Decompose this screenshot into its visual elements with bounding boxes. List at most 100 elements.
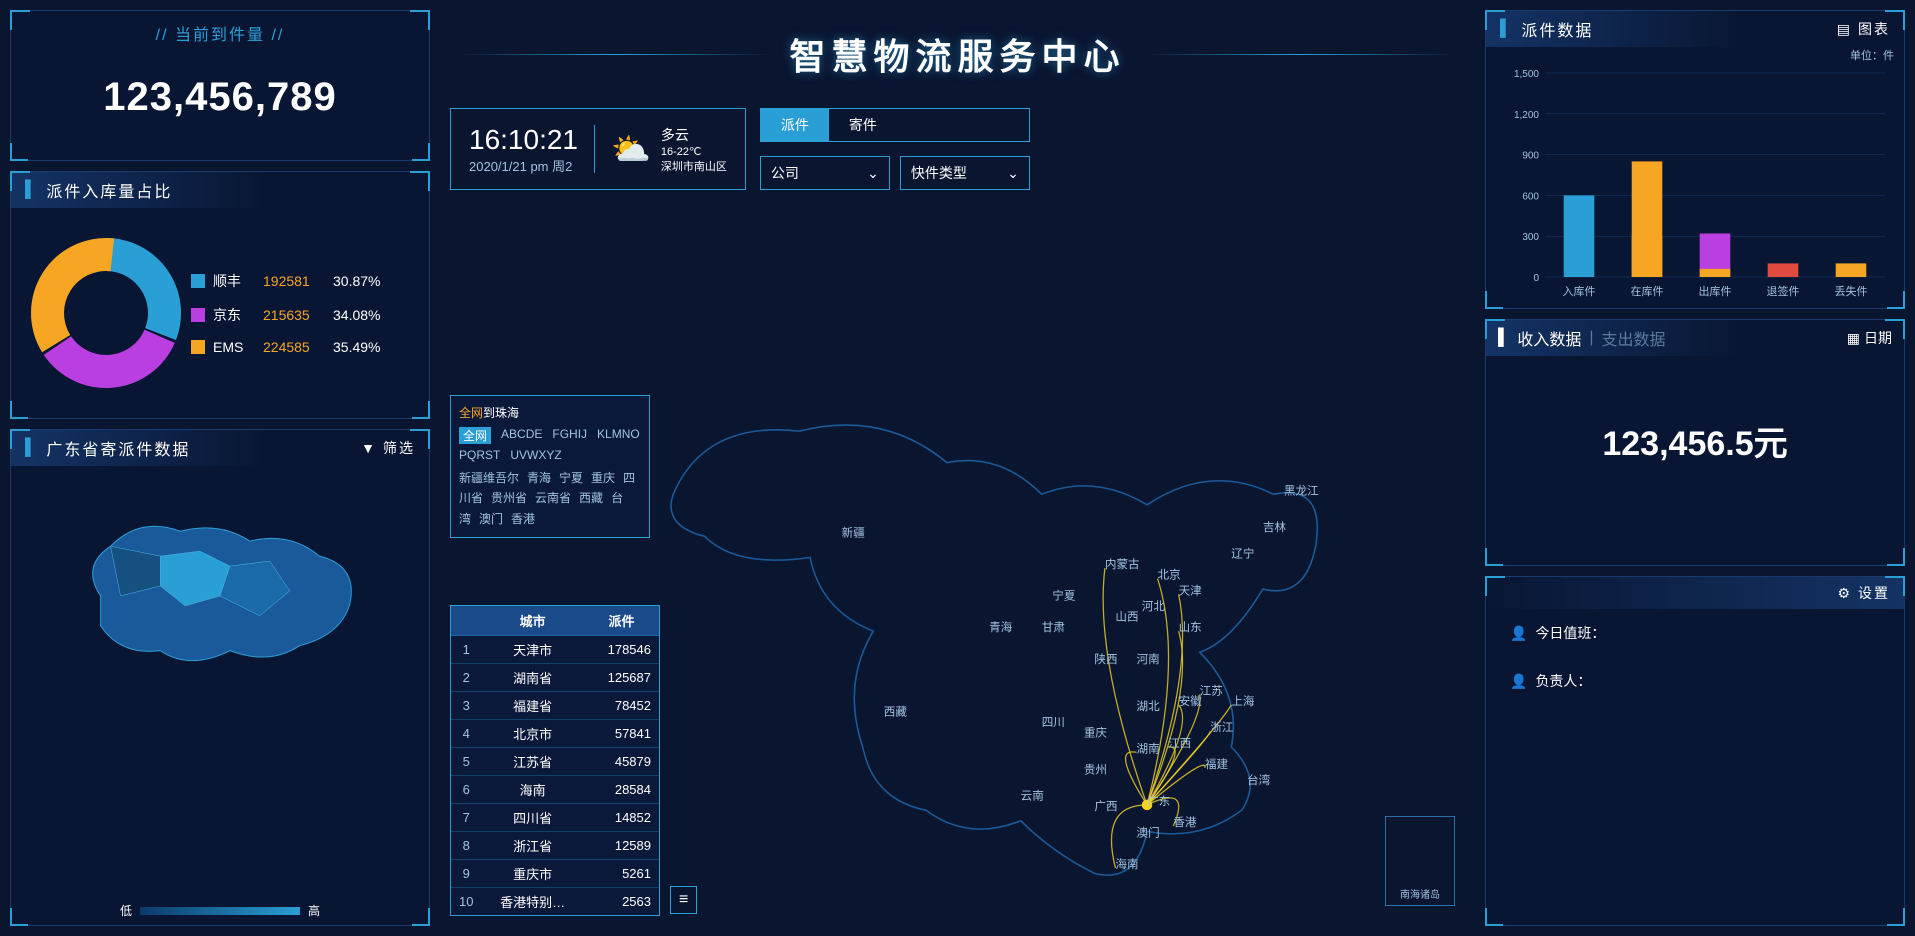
clock: 16:10:21: [469, 124, 578, 156]
donut-panel: ▌ 派件入库量占比 顺丰 192581 30.87% 京东 215635 34.…: [10, 171, 430, 419]
svg-text:贵州: 贵州: [1084, 763, 1107, 776]
svg-text:广西: 广西: [1094, 800, 1117, 813]
weather-cond: 多云: [661, 125, 727, 145]
tab-expense[interactable]: 支出数据: [1594, 326, 1674, 350]
filter-prefix: 全网: [459, 406, 483, 420]
date-button[interactable]: ▦ 日期: [1847, 328, 1892, 348]
svg-text:丢失件: 丢失件: [1835, 285, 1868, 298]
bar-chart-panel: ▌ 派件数据 ▤ 图表 单位：件 03006009001,2001,500入库件…: [1485, 10, 1905, 309]
menu-toggle-button[interactable]: ≡: [670, 886, 697, 914]
legend-name: 京东: [213, 305, 255, 325]
filter-alpha-item[interactable]: 全网: [459, 427, 491, 444]
table-row[interactable]: 10香港特别…2563: [451, 888, 659, 916]
filter-button[interactable]: ▼ 筛选: [361, 438, 415, 458]
select-0[interactable]: 公司⌄: [760, 156, 890, 190]
bar-title: 派件数据: [1521, 17, 1593, 41]
svg-text:出库件: 出库件: [1699, 284, 1732, 298]
filter-region-item[interactable]: 新疆维吾尔: [459, 471, 519, 485]
filter-alpha-item[interactable]: PQRST: [459, 448, 500, 462]
table-row[interactable]: 1天津市178546: [451, 636, 659, 664]
filter-region-item[interactable]: 贵州省: [491, 491, 527, 505]
legend-value: 192581: [263, 273, 325, 289]
svg-text:山西: 山西: [1115, 611, 1138, 624]
china-map-stage: 新疆西藏青海甘肃宁夏内蒙古陕西山西河北北京天津黑龙江吉林辽宁山东河南湖北安徽江苏…: [440, 210, 1475, 926]
chevron-down-icon: ⌄: [1007, 165, 1019, 182]
filter-alpha-item[interactable]: UVWXYZ: [510, 448, 561, 462]
table-row[interactable]: 9重庆市5261: [451, 860, 659, 888]
filter-alpha-item[interactable]: KLMNO: [597, 427, 640, 444]
svg-text:黑龙江: 黑龙江: [1284, 484, 1319, 497]
svg-text:四川: 四川: [1042, 716, 1065, 729]
duty-row: 👤今日值班：: [1486, 609, 1904, 657]
table-row[interactable]: 7四川省14852: [451, 804, 659, 832]
filter-alpha-item[interactable]: ABCDE: [501, 427, 542, 444]
weather-icon: ⛅: [611, 130, 651, 168]
svg-text:宁夏: 宁夏: [1052, 589, 1076, 603]
table-row[interactable]: 3福建省78452: [451, 692, 659, 720]
main-title: 智慧物流服务中心: [790, 10, 1126, 98]
table-row[interactable]: 6海南28584: [451, 776, 659, 804]
table-row[interactable]: 8浙江省12589: [451, 832, 659, 860]
table-row[interactable]: 2湖南省125687: [451, 664, 659, 692]
bar-chart: 03006009001,2001,500入库件在库件出库件退签件丢失件: [1486, 63, 1904, 303]
settings-button[interactable]: ⚙ 设置: [1837, 583, 1890, 603]
south-sea-inset: 南海诸岛: [1385, 816, 1455, 906]
income-value: 123,456.5元: [1486, 356, 1904, 565]
filter-region-item[interactable]: 重庆: [591, 471, 615, 485]
svg-text:江西: 江西: [1168, 737, 1191, 750]
chart-icon: ▤: [1837, 21, 1852, 38]
legend-name: EMS: [213, 339, 255, 355]
legend-swatch: [191, 340, 205, 354]
filter-alpha-item[interactable]: FGHIJ: [552, 427, 587, 444]
svg-text:甘肃: 甘肃: [1042, 621, 1065, 634]
svg-text:陕西: 陕西: [1094, 652, 1117, 666]
svg-text:福建: 福建: [1205, 757, 1229, 771]
svg-text:西藏: 西藏: [884, 705, 908, 718]
svg-text:广东: 广东: [1147, 795, 1170, 808]
svg-text:在库件: 在库件: [1631, 285, 1664, 298]
tab-income[interactable]: 收入数据: [1509, 326, 1589, 350]
svg-text:湖南: 湖南: [1137, 741, 1160, 755]
legend-name: 顺丰: [213, 271, 255, 291]
arrival-value: 123,456,789: [11, 45, 429, 160]
svg-text:北京: 北京: [1158, 568, 1181, 582]
filter-region-item[interactable]: 澳门: [479, 512, 503, 526]
dispatch-tabs: 派件寄件: [760, 108, 1030, 142]
chart-toggle-button[interactable]: ▤ 图表: [1837, 19, 1890, 39]
duty-row: 👤负责人：: [1486, 657, 1904, 705]
legend-pct: 30.87%: [333, 273, 380, 289]
svg-text:新疆: 新疆: [842, 525, 866, 539]
time-weather-box: 16:10:21 2020/1/21 pm 周2 ⛅ 多云 16-22℃ 深圳市…: [450, 108, 746, 190]
user-icon: 👤: [1510, 673, 1527, 690]
svg-text:天津: 天津: [1179, 584, 1203, 597]
filter-region-item[interactable]: 宁夏: [559, 471, 583, 485]
tab-send[interactable]: 寄件: [829, 109, 897, 141]
filter-region-item[interactable]: 香港: [511, 512, 535, 526]
svg-text:重庆: 重庆: [1084, 725, 1108, 739]
donut-chart: [21, 228, 191, 398]
select-1[interactable]: 快件类型⌄: [900, 156, 1030, 190]
svg-text:吉林: 吉林: [1263, 520, 1287, 534]
tab-dispatch[interactable]: 派件: [761, 109, 829, 141]
svg-text:香港: 香港: [1173, 816, 1197, 829]
legend-pct: 35.49%: [333, 339, 380, 355]
svg-text:海南: 海南: [1115, 857, 1138, 871]
svg-text:安徽: 安徽: [1179, 694, 1203, 708]
main-title-row: 智慧物流服务中心: [440, 10, 1475, 98]
income-panel: ▌ 收入数据 | 支出数据 ▦ 日期 123,456.5元: [1485, 319, 1905, 566]
arrival-title: // 当前到件量 //: [11, 11, 429, 45]
svg-text:1,200: 1,200: [1514, 110, 1539, 121]
province-title: 广东省寄派件数据: [46, 436, 190, 460]
svg-text:1,500: 1,500: [1514, 69, 1539, 80]
legend-value: 224585: [263, 339, 325, 355]
svg-text:澳门: 澳门: [1137, 825, 1160, 839]
region-filter-panel: 全网到珠海 全网ABCDEFGHIJKLMNOPQRSTUVWXYZ 新疆维吾尔…: [450, 395, 650, 538]
filter-region-item[interactable]: 西藏: [579, 491, 603, 505]
svg-text:河北: 河北: [1142, 600, 1166, 613]
table-row[interactable]: 4北京市57841: [451, 720, 659, 748]
calendar-icon: ▦: [1847, 330, 1860, 347]
table-row[interactable]: 5江苏省45879: [451, 748, 659, 776]
svg-text:湖北: 湖北: [1137, 699, 1161, 713]
filter-region-item[interactable]: 云南省: [535, 491, 571, 505]
filter-region-item[interactable]: 青海: [527, 471, 551, 485]
